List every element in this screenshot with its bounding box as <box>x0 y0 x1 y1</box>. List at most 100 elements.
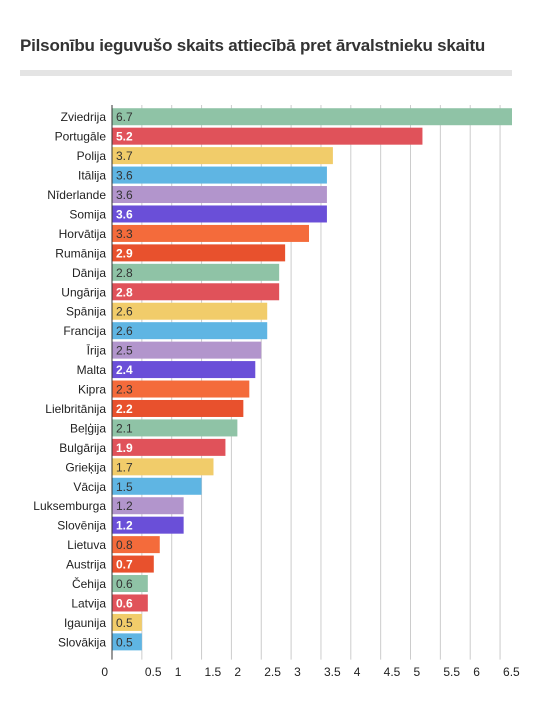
category-label: Latvija <box>71 596 106 610</box>
value-label: 3.3 <box>116 227 133 241</box>
x-tick-label: 2.5 <box>264 665 281 679</box>
category-label: Īrija <box>87 344 107 358</box>
bar <box>112 263 280 281</box>
x-tick-label: 1.5 <box>205 665 222 679</box>
value-label: 0.6 <box>116 577 133 591</box>
x-tick-label: 6.5 <box>503 665 520 679</box>
value-label: 0.8 <box>116 538 133 552</box>
x-tick-label: 3 <box>294 665 301 679</box>
x-tick-label: 4 <box>354 665 361 679</box>
category-label: Zviedrija <box>61 110 107 124</box>
bars: 6.7 5.2 3.7 3.6 3.6 3.6 3.3 2.9 2.8 2.8 2.6 2.6 2.5 2… <box>112 108 512 651</box>
bar <box>112 594 148 612</box>
x-tick-label: 4.5 <box>384 665 401 679</box>
category-label: Dānija <box>72 266 106 280</box>
x-tick-label: 2 <box>234 665 241 679</box>
bar <box>112 166 327 184</box>
x-tick-label: 0.5 <box>145 665 162 679</box>
bar <box>112 127 423 145</box>
bar <box>112 575 148 593</box>
bar <box>112 555 154 573</box>
value-label: 0.6 <box>116 596 133 610</box>
category-label: Igaunija <box>64 616 106 630</box>
bar <box>112 380 250 398</box>
axes: Zviedrija Portugāle Polija Itālija Nīderland… <box>33 105 520 679</box>
bar <box>112 477 202 495</box>
value-label: 1.9 <box>116 441 133 455</box>
value-label: 5.2 <box>116 130 133 144</box>
bar <box>112 633 142 651</box>
category-label: Portugāle <box>55 130 107 144</box>
chart-title: Pilsonību ieguvušo skaits attiecībā pret… <box>20 36 486 55</box>
value-label: 1.5 <box>116 480 133 494</box>
bar <box>112 613 142 631</box>
value-label: 3.6 <box>116 169 133 183</box>
bar <box>112 341 262 359</box>
bar <box>112 322 268 340</box>
x-tick-label: 5 <box>414 665 421 679</box>
category-label: Slovēnija <box>57 519 106 533</box>
bar <box>112 205 327 223</box>
category-label: Lietuva <box>67 538 106 552</box>
value-label: 2.3 <box>116 383 133 397</box>
bar <box>112 302 268 320</box>
bar <box>112 419 238 437</box>
value-label: 1.7 <box>116 460 133 474</box>
value-label: 2.1 <box>116 421 133 435</box>
bar <box>112 438 226 456</box>
bar <box>112 147 333 165</box>
value-label: 3.7 <box>116 149 133 163</box>
value-label: 6.7 <box>116 110 133 124</box>
category-label: Vācija <box>73 480 106 494</box>
category-label: Francija <box>63 324 106 338</box>
bar <box>112 108 512 126</box>
value-label: 2.9 <box>116 246 133 260</box>
value-label: 1.2 <box>116 519 133 533</box>
category-label: Nīderlande <box>47 188 106 202</box>
bar <box>112 399 244 417</box>
value-label: 2.5 <box>116 344 133 358</box>
value-label: 1.2 <box>116 499 133 513</box>
bar <box>112 283 280 301</box>
bar <box>112 224 310 242</box>
value-label: 0.5 <box>116 616 133 630</box>
value-label: 2.2 <box>116 402 133 416</box>
category-label: Ungārija <box>61 285 106 299</box>
category-label: Spānija <box>66 305 106 319</box>
category-label: Malta <box>77 363 107 377</box>
category-label: Lielbritānija <box>45 402 106 416</box>
category-label: Čehija <box>72 576 106 591</box>
bar <box>112 497 184 515</box>
value-label: 0.7 <box>116 558 133 572</box>
x-tick-label: 1 <box>175 665 182 679</box>
category-label: Somija <box>69 207 106 221</box>
bar <box>112 536 160 554</box>
value-label: 2.8 <box>116 266 133 280</box>
category-label: Rumānija <box>55 246 106 260</box>
category-label: Luksemburga <box>33 499 106 513</box>
category-label: Slovākija <box>58 635 106 649</box>
x-tick-label: 6 <box>473 665 480 679</box>
category-label: Horvātija <box>59 227 107 241</box>
category-label: Bulgārija <box>59 441 106 455</box>
bar <box>112 361 256 379</box>
x-tick-label: 0 <box>101 665 108 679</box>
value-label: 3.6 <box>116 207 133 221</box>
category-label: Austrija <box>66 558 106 572</box>
bar <box>112 458 214 476</box>
x-tick-label: 5.5 <box>443 665 460 679</box>
value-label: 3.6 <box>116 188 133 202</box>
title-divider <box>20 70 512 76</box>
value-label: 2.8 <box>116 285 133 299</box>
category-label: Polija <box>77 149 107 163</box>
value-label: 0.5 <box>116 635 133 649</box>
value-label: 2.4 <box>116 363 133 377</box>
bar <box>112 186 327 204</box>
category-label: Kipra <box>78 383 106 397</box>
value-label: 2.6 <box>116 324 133 338</box>
category-label: Grieķija <box>65 460 106 474</box>
category-label: Beļģija <box>70 421 106 435</box>
category-label: Itālija <box>78 169 106 183</box>
bar <box>112 244 286 262</box>
